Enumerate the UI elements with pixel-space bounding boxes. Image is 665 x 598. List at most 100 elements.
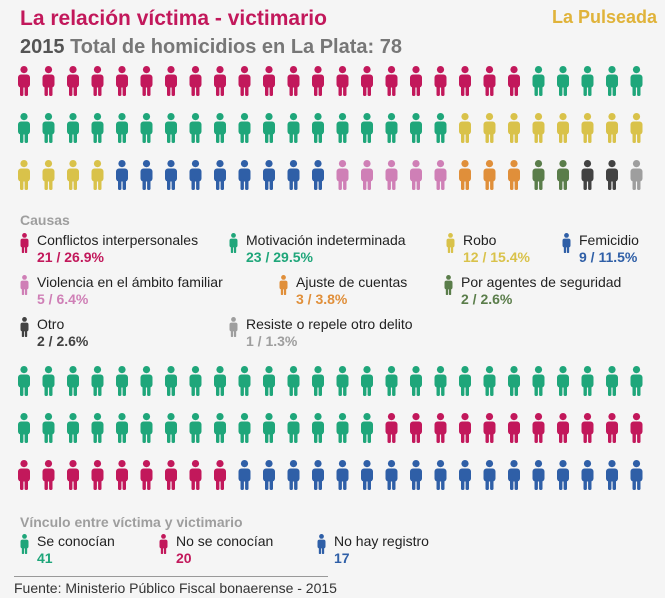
vinculo-person-no-se-conocian-icon: [42, 460, 55, 490]
vinculo-person-no-hay-registro-icon: [557, 460, 569, 490]
causas-person-robo-icon: [630, 113, 643, 143]
page-subtitle: 2015 Total de homicidios en La Plata: 78: [20, 36, 402, 59]
legend-value: 3 / 3.8%: [296, 291, 348, 307]
person-icon: [279, 275, 288, 295]
vinculo-person-no-se-conocian-icon: [557, 413, 569, 443]
causas-person-femicidio-icon: [189, 160, 202, 190]
vinculo-person-se-conocian-icon: [42, 366, 55, 396]
causas-person-motivacion-indeterminada-icon: [385, 113, 398, 143]
causas-person-violencia-en-el-ambito-familiar-icon: [336, 160, 349, 190]
person-icon: [562, 233, 571, 253]
causas-person-femicidio-icon: [116, 160, 128, 190]
legend-label: Motivación indeterminada: [246, 232, 406, 248]
causas-person-conflictos-interpersonales-icon: [361, 66, 373, 96]
causas-person-motivacion-indeterminada-icon: [410, 113, 422, 143]
vinculo-person-se-conocian-icon: [189, 413, 202, 443]
legend-value: 5 / 6.4%: [37, 291, 89, 307]
vinculo-person-se-conocian-icon: [606, 366, 618, 396]
legend-value: 1 / 1.3%: [246, 333, 298, 349]
legend-label: No se conocían: [176, 533, 274, 549]
causas-person-motivacion-indeterminada-icon: [581, 66, 594, 96]
vinculo-person-no-hay-registro-icon: [385, 460, 398, 490]
vinculo-person-se-conocian-icon: [410, 366, 422, 396]
causas-person-violencia-en-el-ambito-familiar-icon: [361, 160, 373, 190]
vinculo-person-no-hay-registro-icon: [483, 460, 496, 490]
causas-person-femicidio-icon: [312, 160, 324, 190]
legend-label: Por agentes de seguridad: [461, 274, 622, 290]
legend-value: 20: [176, 550, 192, 566]
causas-person-robo-icon: [606, 113, 618, 143]
vinculo-person-se-conocian-icon: [459, 366, 471, 396]
person-icon: [20, 534, 29, 554]
vinculo-person-se-conocian-icon: [214, 366, 226, 396]
causas-person-femicidio-icon: [165, 160, 177, 190]
person-icon: [444, 275, 453, 295]
vinculo-person-se-conocian-icon: [67, 366, 79, 396]
causas-person-conflictos-interpersonales-icon: [312, 66, 324, 96]
causas-person-conflictos-interpersonales-icon: [214, 66, 226, 96]
vinculo-person-no-se-conocian-icon: [165, 460, 177, 490]
vinculo-person-se-conocian-icon: [287, 413, 300, 443]
vinculo-person-no-se-conocian-icon: [459, 413, 471, 443]
causas-person-resiste-o-repele-otro-delito-icon: [630, 160, 643, 190]
causas-person-motivacion-indeterminada-icon: [214, 113, 226, 143]
causas-person-motivacion-indeterminada-icon: [336, 113, 349, 143]
causas-person-motivacion-indeterminada-icon: [557, 66, 569, 96]
causas-person-conflictos-interpersonales-icon: [410, 66, 422, 96]
vinculo-person-no-se-conocian-icon: [434, 413, 447, 443]
causas-person-motivacion-indeterminada-icon: [287, 113, 300, 143]
vinculo-person-se-conocian-icon: [508, 366, 520, 396]
vinculo-person-no-se-conocian-icon: [385, 413, 398, 443]
vinculo-person-se-conocian-icon: [263, 366, 275, 396]
vinculo-person-se-conocian-icon: [18, 413, 30, 443]
causas-person-motivacion-indeterminada-icon: [165, 113, 177, 143]
causas-person-otro-icon: [581, 160, 594, 190]
vinculo-person-se-conocian-icon: [189, 366, 202, 396]
causas-person-violencia-en-el-ambito-familiar-icon: [434, 160, 447, 190]
causas-person-motivacion-indeterminada-icon: [91, 113, 104, 143]
vinculo-person-se-conocian-icon: [18, 366, 30, 396]
causas-person-conflictos-interpersonales-icon: [336, 66, 349, 96]
vinculo-person-no-hay-registro-icon: [508, 460, 520, 490]
causas-person-conflictos-interpersonales-icon: [140, 66, 153, 96]
vinculo-person-no-hay-registro-icon: [361, 460, 373, 490]
causas-person-ajuste-de-cuentas-icon: [459, 160, 471, 190]
vinculo-person-no-se-conocian-icon: [483, 413, 496, 443]
causas-person-motivacion-indeterminada-icon: [140, 113, 153, 143]
legend-label: Femicidio: [579, 232, 639, 248]
vinculo-person-no-se-conocian-icon: [508, 413, 520, 443]
vinculo-person-se-conocian-icon: [581, 366, 594, 396]
vinculo-person-no-hay-registro-icon: [459, 460, 471, 490]
brand-logo: La Pulseada: [551, 7, 657, 27]
causas-person-femicidio-icon: [214, 160, 226, 190]
vinculo-person-se-conocian-icon: [238, 413, 251, 443]
causas-person-motivacion-indeterminada-icon: [361, 113, 373, 143]
causas-person-conflictos-interpersonales-icon: [42, 66, 55, 96]
causas-person-motivacion-indeterminada-icon: [67, 113, 79, 143]
vinculo-person-no-se-conocian-icon: [606, 413, 618, 443]
source-note: Fuente: Ministerio Público Fiscal bonaer…: [14, 580, 337, 596]
causas-person-por-agentes-de-seguridad-icon: [532, 160, 545, 190]
causas-person-conflictos-interpersonales-icon: [287, 66, 300, 96]
person-icon: [20, 317, 29, 337]
legend-label: No hay registro: [334, 533, 429, 549]
legend-title-causas: Causas: [20, 212, 70, 228]
causas-person-violencia-en-el-ambito-familiar-icon: [385, 160, 398, 190]
causas-person-robo-icon: [532, 113, 545, 143]
causas-person-robo-icon: [91, 160, 104, 190]
causas-person-motivacion-indeterminada-icon: [263, 113, 275, 143]
legend-value: 9 / 11.5%: [579, 249, 638, 265]
vinculo-person-se-conocian-icon: [42, 413, 55, 443]
causas-person-conflictos-interpersonales-icon: [189, 66, 202, 96]
vinculo-person-se-conocian-icon: [165, 413, 177, 443]
legend-value: 23 / 29.5%: [246, 249, 313, 265]
causas-grid-svg: [18, 66, 643, 190]
legend-label: Violencia en el ámbito familiar: [37, 274, 223, 290]
legend-value: 17: [334, 550, 350, 566]
vinculo-person-se-conocian-icon: [361, 413, 373, 443]
vinculo-person-se-conocian-icon: [263, 413, 275, 443]
legend-label: Ajuste de cuentas: [296, 274, 408, 290]
vinculo-person-no-hay-registro-icon: [532, 460, 545, 490]
causas-person-conflictos-interpersonales-icon: [116, 66, 128, 96]
person-icon: [159, 534, 168, 554]
